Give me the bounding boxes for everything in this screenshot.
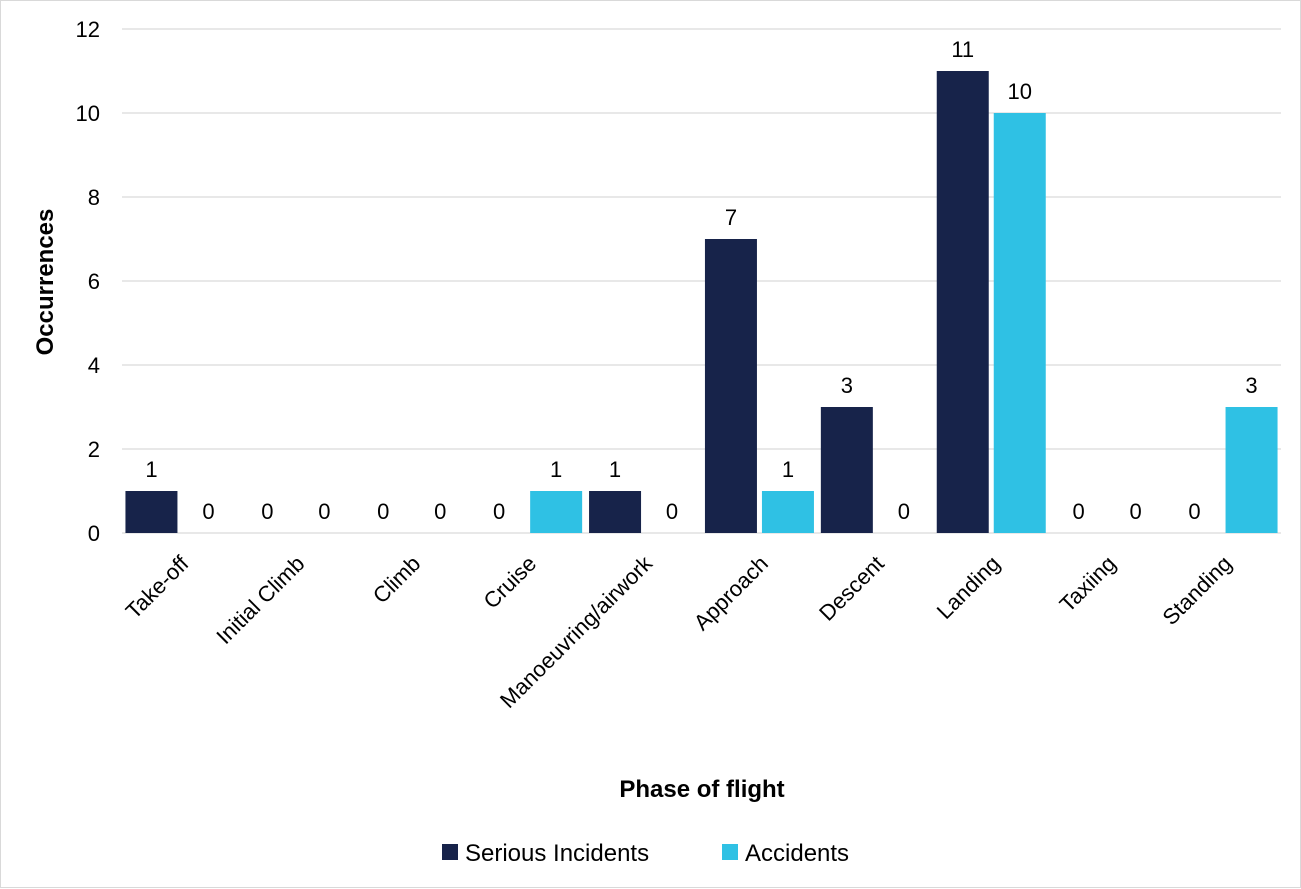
y-tick-label: 2 <box>88 437 100 462</box>
legend: Serious Incidents Accidents <box>442 840 849 867</box>
data-label: 0 <box>434 499 446 524</box>
bar <box>993 113 1046 533</box>
data-label: 1 <box>550 457 562 482</box>
y-tick-label: 10 <box>76 101 100 126</box>
x-tick-label: Taxiing <box>1055 551 1121 617</box>
data-label: 0 <box>377 499 389 524</box>
y-tick-label: 8 <box>88 185 100 210</box>
data-label: 0 <box>202 499 214 524</box>
y-tick-label: 4 <box>88 353 100 378</box>
data-label: 10 <box>1008 79 1032 104</box>
data-label: 1 <box>782 457 794 482</box>
legend-swatch <box>722 844 738 860</box>
data-label: 0 <box>666 499 678 524</box>
bar <box>761 491 814 533</box>
data-label: 0 <box>261 499 273 524</box>
bar <box>589 491 642 533</box>
y-tick-label: 0 <box>88 521 100 546</box>
data-label: 0 <box>1130 499 1142 524</box>
x-tick-label: Landing <box>932 551 1005 624</box>
legend-label: Serious Incidents <box>465 840 649 867</box>
legend-label: Accidents <box>745 840 849 867</box>
x-axis-categories: Take-off Initial Climb Climb CruiseManoeuvr… <box>121 550 1237 713</box>
x-tick-label: Cruise <box>479 551 542 614</box>
x-tick-label: Climb <box>368 551 425 608</box>
data-label: 0 <box>318 499 330 524</box>
data-label: 0 <box>493 499 505 524</box>
y-tick-label: 6 <box>88 269 100 294</box>
data-label: 11 <box>951 37 974 62</box>
bar <box>125 491 178 533</box>
bar <box>1225 407 1278 533</box>
bar <box>936 71 989 533</box>
x-tick-label: Approach <box>689 551 773 635</box>
gridlines <box>122 28 1281 534</box>
bar <box>704 239 757 533</box>
x-tick-label: Standing <box>1157 551 1236 630</box>
x-tick-label: Descent <box>814 551 889 626</box>
x-tick-label: Take-off <box>121 550 194 623</box>
data-label: 0 <box>898 499 910 524</box>
data-label: 3 <box>841 373 853 398</box>
data-label: 3 <box>1245 373 1257 398</box>
bar <box>530 491 583 533</box>
x-tick-label: Initial Climb <box>211 551 309 649</box>
data-label: 0 <box>1188 499 1200 524</box>
x-axis-title: Phase of flight <box>619 776 784 803</box>
y-tick-label: 12 <box>76 17 100 42</box>
y-axis-title: Occurrences <box>32 209 59 356</box>
y-axis-ticks: 0 2 4 6 8 10 12 <box>76 17 100 546</box>
data-label: 7 <box>725 205 737 230</box>
data-label: 1 <box>609 457 621 482</box>
data-label: 1 <box>145 457 157 482</box>
legend-swatch <box>442 844 458 860</box>
data-label: 0 <box>1073 499 1085 524</box>
bar <box>820 407 873 533</box>
bars <box>125 71 1278 533</box>
